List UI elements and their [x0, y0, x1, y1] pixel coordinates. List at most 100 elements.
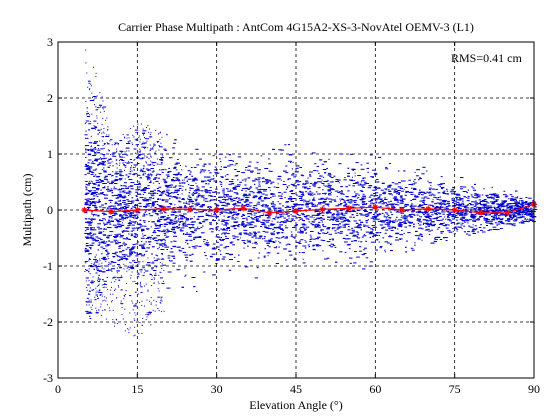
scatter-point: [365, 220, 368, 222]
scatter-point: [98, 274, 100, 276]
scatter-point: [181, 182, 186, 184]
scatter-point: [130, 202, 134, 204]
scatter-point: [360, 199, 364, 201]
scatter-point: [195, 189, 197, 191]
scatter-point: [395, 218, 397, 220]
scatter-point: [263, 237, 266, 239]
scatter-point: [93, 183, 97, 185]
scatter-point: [265, 194, 268, 196]
scatter-point: [327, 210, 331, 212]
scatter-point: [198, 158, 202, 160]
scatter-point: [343, 200, 346, 202]
scatter-point: [468, 234, 471, 236]
scatter-point: [86, 116, 90, 117]
scatter-point: [447, 230, 451, 232]
scatter-point: [400, 200, 403, 202]
scatter-point: [252, 206, 256, 208]
scatter-point: [163, 148, 167, 150]
scatter-point: [177, 215, 179, 217]
scatter-point: [204, 198, 208, 200]
scatter-point: [312, 245, 315, 247]
scatter-point: [203, 239, 206, 241]
scatter-point: [185, 240, 188, 242]
scatter-point: [363, 181, 367, 183]
scatter-point: [285, 201, 289, 203]
scatter-point: [308, 219, 310, 220]
scatter-point: [253, 225, 257, 227]
scatter-point: [88, 253, 92, 255]
scatter-point: [167, 172, 170, 173]
scatter-point: [290, 190, 294, 192]
scatter-point: [387, 185, 392, 187]
scatter-point: [117, 255, 120, 257]
scatter-point: [116, 220, 120, 221]
scatter-point: [252, 231, 256, 233]
scatter-point: [89, 231, 92, 233]
scatter-point: [422, 219, 424, 221]
scatter-point: [456, 194, 460, 196]
scatter-point: [446, 190, 448, 192]
scatter-point: [132, 211, 135, 213]
scatter-point: [349, 153, 353, 155]
scatter-point: [329, 185, 331, 187]
scatter-point: [102, 207, 106, 209]
scatter-point: [471, 231, 475, 233]
scatter-point: [335, 261, 338, 263]
scatter-point: [417, 218, 419, 220]
scatter-point: [217, 236, 220, 238]
scatter-point: [261, 224, 265, 225]
scatter-point: [422, 204, 425, 206]
scatter-point: [372, 189, 376, 191]
scatter-point: [127, 200, 130, 202]
scatter-point: [359, 206, 363, 208]
scatter-series: [84, 49, 538, 337]
scatter-point: [246, 224, 250, 226]
scatter-point: [91, 171, 94, 173]
scatter-point: [247, 165, 251, 167]
scatter-point: [528, 212, 531, 214]
scatter-point: [149, 273, 152, 275]
scatter-point: [140, 286, 143, 288]
scatter-point: [281, 232, 284, 234]
scatter-point: [117, 200, 121, 202]
scatter-point: [439, 203, 444, 205]
scatter-point: [434, 241, 437, 243]
scatter-point: [237, 184, 241, 186]
scatter-point: [418, 179, 420, 181]
scatter-point: [299, 230, 301, 232]
scatter-point: [147, 174, 151, 176]
scatter-point: [511, 206, 513, 208]
scatter-point: [90, 265, 95, 267]
scatter-point: [410, 211, 414, 213]
scatter-point: [516, 196, 519, 198]
scatter-point: [147, 262, 151, 264]
scatter-point: [201, 186, 205, 188]
scatter-point: [123, 230, 125, 232]
scatter-point: [499, 218, 503, 220]
scatter-point: [296, 181, 300, 183]
scatter-point: [114, 194, 118, 196]
scatter-point: [237, 202, 241, 204]
scatter-point: [495, 195, 499, 196]
scatter-point: [402, 215, 406, 217]
scatter-point: [481, 200, 484, 201]
scatter-point: [124, 238, 128, 240]
scatter-point: [165, 246, 170, 248]
scatter-point: [117, 221, 120, 223]
scatter-point: [99, 219, 101, 221]
scatter-point: [399, 239, 401, 240]
scatter-point: [391, 226, 396, 228]
scatter-point: [227, 188, 229, 190]
scatter-point: [461, 212, 463, 214]
scatter-point: [198, 193, 200, 195]
scatter-point: [147, 179, 149, 181]
scatter-point: [286, 212, 290, 214]
scatter-point: [147, 177, 151, 179]
scatter-point: [165, 191, 169, 193]
scatter-point: [134, 206, 136, 208]
scatter-point: [368, 212, 372, 214]
scatter-point: [135, 283, 139, 284]
scatter-point: [384, 188, 388, 190]
scatter-point: [197, 194, 201, 196]
scatter-point: [255, 217, 257, 219]
